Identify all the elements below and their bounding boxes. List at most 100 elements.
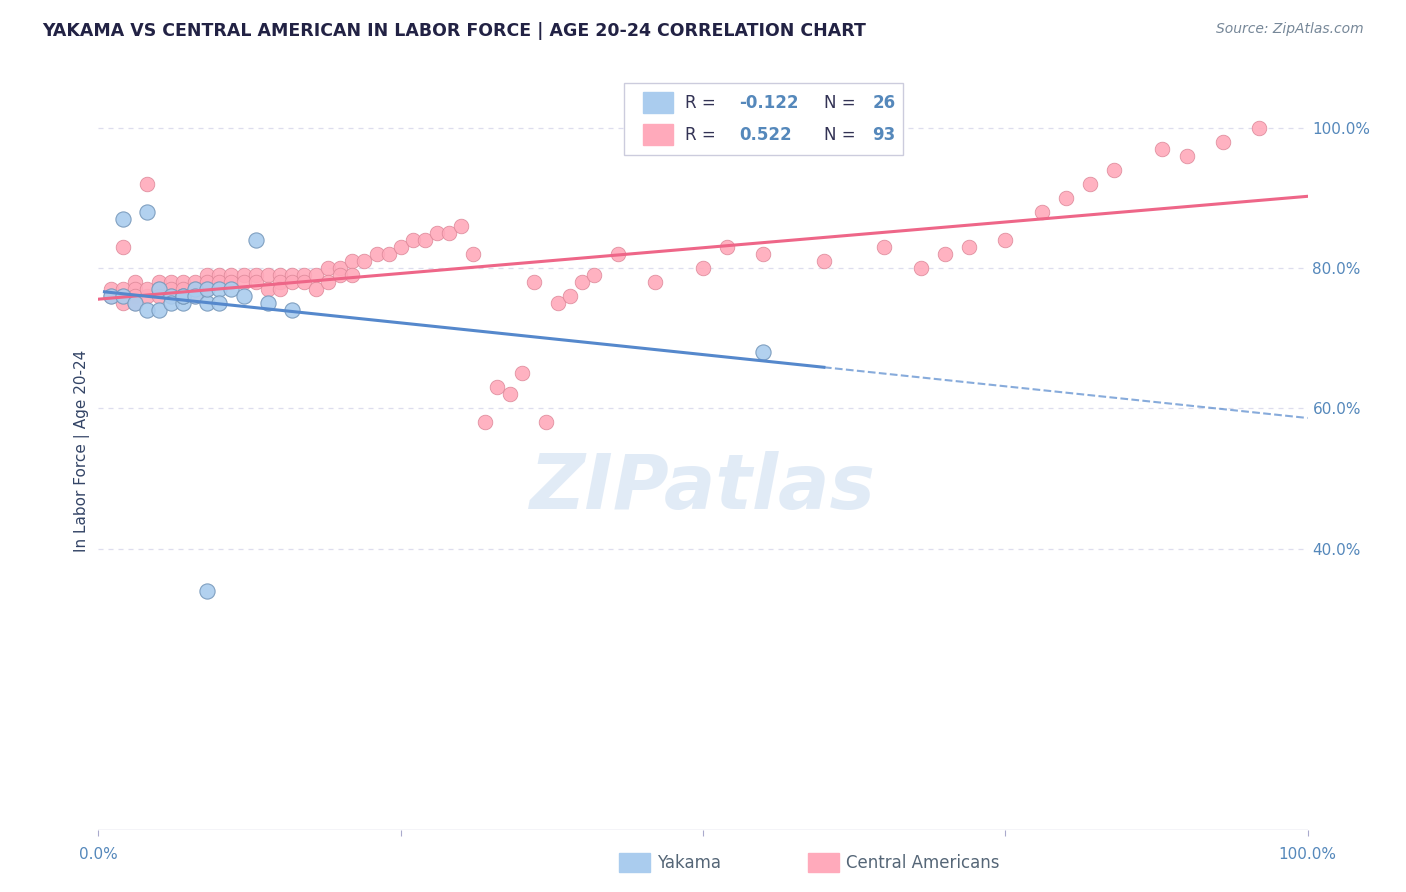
- Point: [172, 289, 194, 303]
- Point: [160, 296, 183, 310]
- Point: [329, 268, 352, 282]
- Point: [195, 296, 218, 310]
- Point: [342, 254, 364, 268]
- Text: N =: N =: [824, 126, 860, 144]
- Point: [232, 268, 254, 282]
- Point: [111, 240, 134, 254]
- Text: N =: N =: [824, 94, 860, 112]
- Point: [305, 268, 328, 282]
- Point: [195, 282, 218, 296]
- Point: [910, 260, 932, 275]
- Point: [172, 289, 194, 303]
- Point: [148, 303, 170, 318]
- Point: [124, 296, 146, 310]
- Text: R =: R =: [685, 126, 721, 144]
- Point: [571, 275, 593, 289]
- Point: [111, 282, 134, 296]
- Text: Yakama: Yakama: [657, 854, 721, 871]
- Point: [245, 268, 267, 282]
- Point: [221, 275, 243, 289]
- Point: [510, 366, 533, 380]
- Point: [232, 275, 254, 289]
- Point: [1078, 177, 1101, 191]
- Text: 0.0%: 0.0%: [79, 847, 118, 862]
- Bar: [643, 124, 673, 145]
- Point: [1175, 148, 1198, 162]
- Point: [281, 275, 304, 289]
- Point: [256, 268, 278, 282]
- Text: ZIPatlas: ZIPatlas: [530, 451, 876, 525]
- Point: [124, 282, 146, 296]
- Point: [184, 289, 207, 303]
- Point: [692, 260, 714, 275]
- Point: [160, 275, 183, 289]
- Point: [1212, 135, 1234, 149]
- Point: [413, 233, 436, 247]
- Point: [100, 289, 122, 303]
- Point: [124, 296, 146, 310]
- Point: [281, 303, 304, 318]
- Point: [135, 177, 157, 191]
- Point: [269, 268, 291, 282]
- Point: [184, 275, 207, 289]
- Point: [547, 296, 569, 310]
- Point: [1152, 142, 1174, 156]
- Bar: [643, 92, 673, 113]
- Point: [426, 226, 449, 240]
- Point: [292, 275, 315, 289]
- Point: [184, 282, 207, 296]
- Point: [135, 303, 157, 318]
- Text: 0.522: 0.522: [740, 126, 792, 144]
- Point: [269, 275, 291, 289]
- Point: [256, 296, 278, 310]
- Text: 26: 26: [872, 94, 896, 112]
- Text: 100.0%: 100.0%: [1278, 847, 1337, 862]
- Point: [934, 247, 956, 261]
- Point: [221, 282, 243, 296]
- Point: [135, 289, 157, 303]
- Point: [523, 275, 546, 289]
- Point: [256, 282, 278, 296]
- Point: [208, 296, 231, 310]
- Point: [195, 275, 218, 289]
- Point: [232, 289, 254, 303]
- Point: [172, 275, 194, 289]
- Point: [148, 282, 170, 296]
- Point: [269, 282, 291, 296]
- FancyBboxPatch shape: [624, 83, 903, 155]
- Point: [111, 289, 134, 303]
- Point: [366, 247, 388, 261]
- Point: [124, 275, 146, 289]
- Point: [402, 233, 425, 247]
- Point: [100, 282, 122, 296]
- Text: R =: R =: [685, 94, 721, 112]
- Point: [1031, 204, 1053, 219]
- Text: Source: ZipAtlas.com: Source: ZipAtlas.com: [1216, 22, 1364, 37]
- Point: [184, 289, 207, 303]
- Point: [172, 289, 194, 303]
- Point: [148, 282, 170, 296]
- Point: [135, 282, 157, 296]
- Point: [957, 240, 980, 254]
- Point: [583, 268, 606, 282]
- Point: [873, 240, 896, 254]
- Point: [329, 260, 352, 275]
- Point: [172, 282, 194, 296]
- Point: [534, 416, 557, 430]
- Point: [245, 275, 267, 289]
- Point: [558, 289, 581, 303]
- Point: [1102, 162, 1125, 177]
- Point: [474, 416, 496, 430]
- Point: [100, 289, 122, 303]
- Point: [281, 268, 304, 282]
- Point: [184, 282, 207, 296]
- Point: [245, 233, 267, 247]
- Point: [292, 268, 315, 282]
- Point: [111, 296, 134, 310]
- Point: [148, 289, 170, 303]
- Point: [172, 296, 194, 310]
- Point: [208, 275, 231, 289]
- Point: [463, 247, 485, 261]
- Point: [195, 268, 218, 282]
- Point: [160, 289, 183, 303]
